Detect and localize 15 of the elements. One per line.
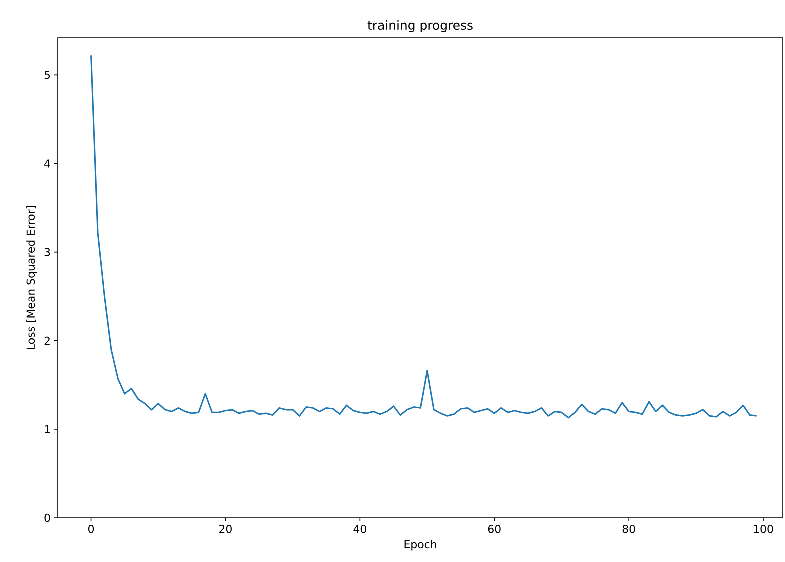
y-tick-label: 3 [44,248,50,256]
y-tick-label: 0 [44,514,50,522]
x-axis-title: Epoch [404,540,436,551]
x-tick-label: 60 [488,525,501,534]
x-tick-label: 80 [622,525,636,534]
y-tick-label: 1 [45,425,50,434]
x-tick-label: 100 [754,525,774,534]
y-tick-label: 4 [44,160,50,168]
y-axis-title: Loss [Mean Squared Error] [26,206,38,350]
x-tick-label: 0 [88,525,94,534]
y-tick-label: 2 [44,336,50,345]
y-tick-label: 5 [44,71,50,80]
chart-title: training progress [368,20,473,32]
x-tick-label: 20 [220,525,232,534]
x-tick-label: 40 [354,525,366,534]
